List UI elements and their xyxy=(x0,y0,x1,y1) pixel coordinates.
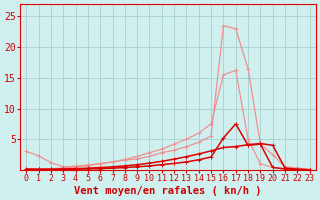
X-axis label: Vent moyen/en rafales ( kn/h ): Vent moyen/en rafales ( kn/h ) xyxy=(74,186,262,196)
